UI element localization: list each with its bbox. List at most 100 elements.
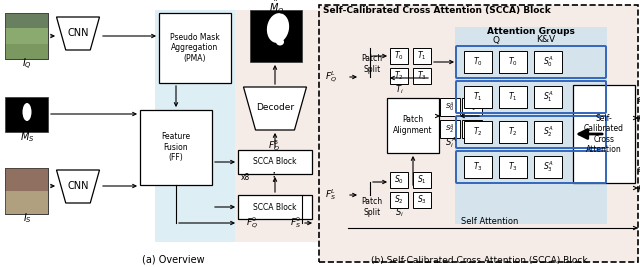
- Bar: [155, 10, 235, 242]
- Text: $T_i$: $T_i$: [395, 84, 403, 96]
- Text: SCCA Block: SCCA Block: [253, 158, 297, 167]
- Bar: [534, 86, 562, 108]
- Bar: [499, 51, 527, 73]
- Bar: [390, 192, 408, 208]
- Text: Patch
Alignment: Patch Alignment: [393, 115, 433, 135]
- Text: Patch
Split: Patch Split: [362, 197, 383, 217]
- Text: $S_3^A$: $S_3^A$: [543, 160, 554, 174]
- Text: $S_1$: $S_1$: [417, 174, 427, 186]
- Text: $T_1$: $T_1$: [508, 91, 518, 103]
- Polygon shape: [243, 87, 307, 130]
- Text: Feature
Fusion
(FF): Feature Fusion (FF): [161, 132, 191, 162]
- Text: $T_2$: $T_2$: [394, 70, 404, 82]
- Text: Self-Calibrated Cross Attention (SCCA) Block: Self-Calibrated Cross Attention (SCCA) B…: [323, 6, 551, 15]
- Text: $S_i$: $S_i$: [394, 207, 403, 219]
- Bar: [5, 168, 48, 214]
- Text: $F_S^0$: $F_S^0$: [291, 215, 301, 230]
- Text: $T_3$: $T_3$: [508, 161, 518, 173]
- Bar: [534, 121, 562, 143]
- Text: Q: Q: [493, 36, 499, 45]
- Text: x8: x8: [241, 174, 250, 183]
- Bar: [455, 27, 607, 224]
- Bar: [390, 172, 408, 188]
- Text: Self-
Calibrated
Cross
Attention: Self- Calibrated Cross Attention: [584, 114, 624, 154]
- Bar: [464, 86, 492, 108]
- Text: CNN: CNN: [67, 181, 89, 191]
- Bar: [5, 97, 48, 132]
- Bar: [534, 51, 562, 73]
- Bar: [534, 156, 562, 178]
- Bar: [159, 13, 231, 83]
- Text: $S_3^A$: $S_3^A$: [467, 122, 477, 136]
- Text: CNN: CNN: [67, 28, 89, 38]
- Text: $I_Q$: $I_Q$: [22, 56, 32, 72]
- Text: $T_0$: $T_0$: [508, 56, 518, 68]
- Bar: [140, 110, 212, 185]
- Text: $F_Q^0$: $F_Q^0$: [246, 215, 258, 231]
- Text: Enhanced
Support
Feature: Enhanced Support Feature: [637, 167, 640, 187]
- Text: $T_0$: $T_0$: [394, 50, 404, 62]
- Text: Enhanced
Query
Feature: Enhanced Query Feature: [637, 97, 640, 117]
- Text: $\hat{M}_Q$: $\hat{M}_Q$: [269, 0, 285, 17]
- Text: $T_0$: $T_0$: [473, 56, 483, 68]
- Text: $F_Q^8$: $F_Q^8$: [268, 138, 280, 154]
- Bar: [464, 121, 492, 143]
- Bar: [387, 98, 439, 153]
- Bar: [238, 195, 312, 219]
- Bar: [5, 168, 48, 191]
- Bar: [390, 48, 408, 64]
- Text: $S_3$: $S_3$: [417, 194, 427, 206]
- Bar: [5, 13, 48, 59]
- Bar: [573, 85, 635, 183]
- Bar: [390, 68, 408, 84]
- Text: ⋮: ⋮: [268, 171, 280, 184]
- Text: $I_S$: $I_S$: [22, 211, 31, 225]
- Text: $F_S^{L+1}$: $F_S^{L+1}$: [637, 183, 640, 198]
- Bar: [413, 172, 431, 188]
- Bar: [250, 10, 302, 62]
- Text: (a) Overview: (a) Overview: [141, 255, 204, 265]
- Bar: [319, 5, 638, 262]
- Bar: [440, 120, 460, 138]
- Text: Attention Groups: Attention Groups: [487, 26, 575, 36]
- Text: $S_0^A$: $S_0^A$: [543, 54, 554, 69]
- Text: Pseudo Mask
Aggregation
(PMA): Pseudo Mask Aggregation (PMA): [170, 33, 220, 63]
- Bar: [413, 68, 431, 84]
- Bar: [5, 28, 48, 44]
- Text: $S_2^A$: $S_2^A$: [543, 124, 554, 139]
- Text: $T_3$: $T_3$: [473, 161, 483, 173]
- Bar: [235, 10, 335, 242]
- Text: $S_0^A$: $S_0^A$: [445, 100, 455, 114]
- Text: $S_1^A$: $S_1^A$: [467, 100, 477, 114]
- Text: $M_S$: $M_S$: [20, 130, 35, 144]
- Text: $T_1$: $T_1$: [473, 91, 483, 103]
- Text: Self Attention: Self Attention: [461, 218, 518, 226]
- Bar: [462, 98, 482, 116]
- Text: K&V: K&V: [536, 36, 556, 45]
- Ellipse shape: [276, 38, 284, 45]
- Text: $S_i^A$: $S_i^A$: [445, 136, 457, 150]
- Text: $F_Q^{L+1}$: $F_Q^{L+1}$: [637, 112, 640, 128]
- Text: $T_3$: $T_3$: [417, 70, 427, 82]
- Text: $T_2$: $T_2$: [473, 126, 483, 138]
- Bar: [5, 191, 48, 214]
- Polygon shape: [56, 17, 99, 50]
- Bar: [464, 156, 492, 178]
- Bar: [464, 51, 492, 73]
- Text: $F_Q^L$: $F_Q^L$: [325, 69, 337, 85]
- Text: SCCA Block: SCCA Block: [253, 202, 297, 211]
- Polygon shape: [56, 170, 99, 203]
- Bar: [440, 98, 460, 116]
- Ellipse shape: [267, 13, 289, 43]
- Text: $S_2^A$: $S_2^A$: [445, 122, 455, 136]
- Bar: [413, 192, 431, 208]
- Text: $F_S^L$: $F_S^L$: [325, 187, 336, 202]
- Text: $S_0$: $S_0$: [394, 174, 404, 186]
- Bar: [499, 86, 527, 108]
- Text: Decoder: Decoder: [256, 104, 294, 112]
- Text: $S_2$: $S_2$: [394, 194, 404, 206]
- Bar: [5, 13, 48, 28]
- Text: (b) Self-Calibrated Cross Attention (SCCA) Block: (b) Self-Calibrated Cross Attention (SCC…: [371, 256, 588, 265]
- Bar: [5, 44, 48, 59]
- Text: $T_2$: $T_2$: [508, 126, 518, 138]
